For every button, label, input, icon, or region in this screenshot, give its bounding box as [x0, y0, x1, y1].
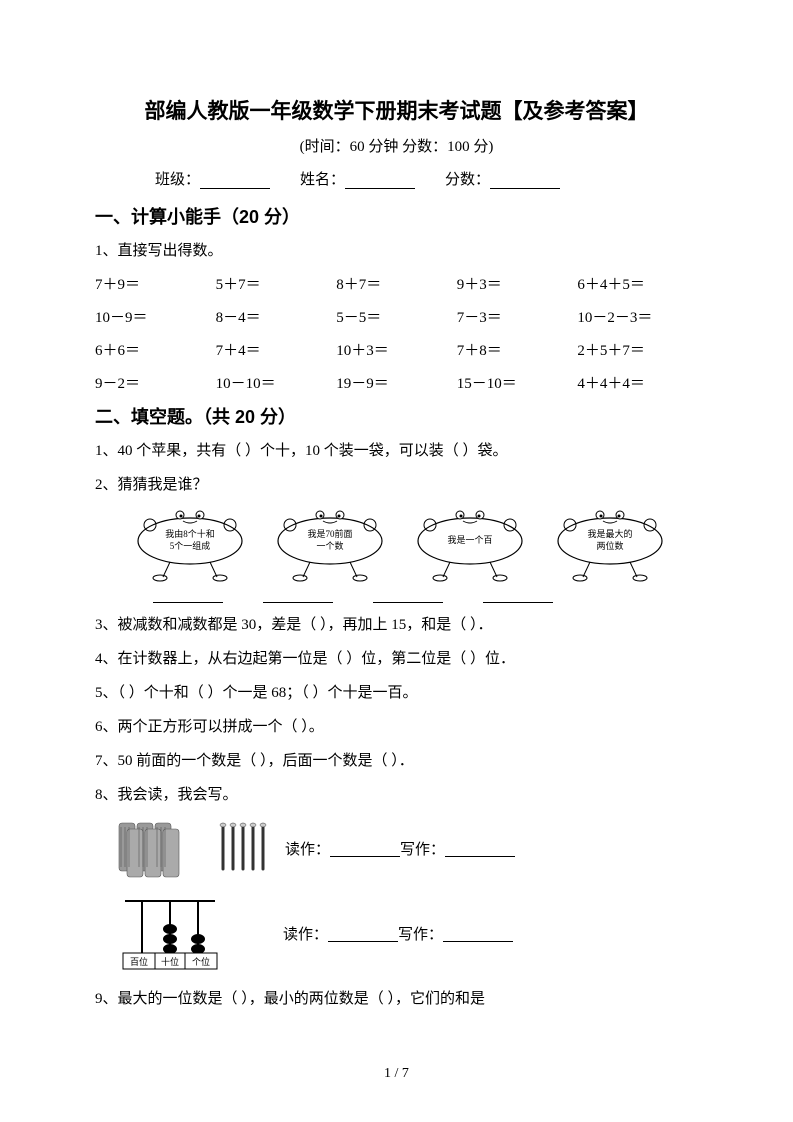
abacus-tens-label: 十位	[161, 956, 179, 967]
eq-cell: 8＋7＝	[336, 273, 457, 294]
eq-cell: 9＋3＝	[457, 273, 578, 294]
eq-cell: 6＋6＝	[95, 339, 216, 360]
answer-blank[interactable]	[483, 588, 553, 603]
eq-cell: 10－9＝	[95, 306, 216, 327]
cloud-text: 我是一个百	[447, 535, 492, 545]
cloud-text: 我由8个十和	[165, 528, 215, 539]
eq-cell: 9－2＝	[95, 372, 216, 393]
write-label: 写作：	[398, 923, 443, 944]
read-blank[interactable]	[328, 925, 398, 942]
abacus-icon: 百位 十位 个位	[115, 893, 235, 973]
class-blank[interactable]	[200, 172, 270, 189]
eq-cell: 7＋8＝	[457, 339, 578, 360]
q8-row-abacus: 百位 十位 个位 读作： 写作：	[115, 893, 698, 973]
cloud-text: 两位数	[596, 540, 623, 551]
eq-cell: 6＋4＋5＝	[577, 273, 698, 294]
section2-q9: 9、最大的一位数是（ ），最小的两位数是（ ），它们的和是	[95, 987, 698, 1011]
info-line: 班级： 姓名： 分数：	[95, 168, 698, 189]
section1-q1-label: 1、直接写出得数。	[95, 239, 698, 263]
section2-q6: 6、两个正方形可以拼成一个（ ）。	[95, 715, 698, 739]
eq-cell: 7＋9＝	[95, 273, 216, 294]
eq-cell: 19－9＝	[336, 372, 457, 393]
cloud-text: 我是最大的	[587, 528, 632, 539]
eq-cell: 10－10＝	[216, 372, 337, 393]
section2-q7: 7、50 前面的一个数是（ ），后面一个数是（ ）．	[95, 749, 698, 773]
section2-q5: 5、（ ）个十和（ ）个一是 68；（ ）个十是一百。	[95, 681, 698, 705]
cloud-character-icon: 我是70前面 一个数	[265, 507, 395, 582]
clouds-row: 我由8个十和 5个一组成 我是70前面 一个数 我是一个百	[125, 507, 698, 582]
section2-q8: 8、我会读，我会写。	[95, 783, 698, 807]
eq-cell: 8－4＝	[216, 306, 337, 327]
section2-q4: 4、在计数器上，从右边起第一位是（ ）位，第二位是（ ）位．	[95, 647, 698, 671]
eq-cell: 5＋7＝	[216, 273, 337, 294]
section2-q3: 3、被减数和减数都是 30，差是（ ），再加上 15，和是（ ）．	[95, 613, 698, 637]
cloud-text: 我是70前面	[307, 528, 352, 539]
equation-grid: 7＋9＝ 5＋7＝ 8＋7＝ 9＋3＝ 6＋4＋5＝ 10－9＝ 8－4＝ 5－…	[95, 273, 698, 393]
write-blank[interactable]	[445, 840, 515, 857]
answer-blank[interactable]	[153, 588, 223, 603]
counting-sticks-loose-icon	[215, 817, 285, 879]
answer-blank[interactable]	[373, 588, 443, 603]
cloud-character-icon: 我是一个百	[405, 507, 535, 582]
write-blank[interactable]	[443, 925, 513, 942]
section1-header: 一、计算小能手（20 分）	[95, 203, 698, 229]
eq-cell: 10－2－3＝	[577, 306, 698, 327]
write-label: 写作：	[400, 838, 445, 859]
answer-blank[interactable]	[263, 588, 333, 603]
abacus-hundreds-label: 百位	[130, 956, 148, 967]
cloud-character-icon: 我是最大的 两位数	[545, 507, 675, 582]
class-label: 班级：	[155, 172, 200, 188]
page-number: 1 / 7	[0, 1066, 793, 1082]
eq-cell: 15－10＝	[457, 372, 578, 393]
section2-header: 二、填空题。（共 20 分）	[95, 403, 698, 429]
eq-cell: 5－5＝	[336, 306, 457, 327]
cloud-character-icon: 我由8个十和 5个一组成	[125, 507, 255, 582]
document-subtitle: (时间：60 分钟 分数：100 分)	[95, 135, 698, 156]
read-label: 读作：	[285, 838, 330, 859]
eq-cell: 7－3＝	[457, 306, 578, 327]
eq-cell: 2＋5＋7＝	[577, 339, 698, 360]
cloud-text: 一个数	[316, 540, 343, 551]
score-blank[interactable]	[490, 172, 560, 189]
document-title: 部编人教版一年级数学下册期末考试题【及参考答案】	[95, 95, 698, 125]
section2-q1: 1、40 个苹果，共有（ ）个十，10 个装一袋，可以装（ ）袋。	[95, 439, 698, 463]
name-blank[interactable]	[345, 172, 415, 189]
read-label: 读作：	[283, 923, 328, 944]
eq-cell: 7＋4＝	[216, 339, 337, 360]
cloud-answer-blanks	[153, 588, 698, 603]
counting-sticks-bundles-icon	[115, 817, 215, 879]
read-blank[interactable]	[330, 840, 400, 857]
eq-cell: 10＋3＝	[336, 339, 457, 360]
eq-cell: 4＋4＋4＝	[577, 372, 698, 393]
abacus-ones-label: 个位	[192, 956, 210, 967]
score-label: 分数：	[445, 172, 490, 188]
cloud-text: 5个一组成	[170, 540, 211, 551]
page: 部编人教版一年级数学下册期末考试题【及参考答案】 (时间：60 分钟 分数：10…	[0, 0, 793, 1122]
q8-row-bundles: 读作： 写作：	[115, 817, 698, 879]
section2-q2: 2、猜猜我是谁？	[95, 473, 698, 497]
name-label: 姓名：	[300, 172, 345, 188]
